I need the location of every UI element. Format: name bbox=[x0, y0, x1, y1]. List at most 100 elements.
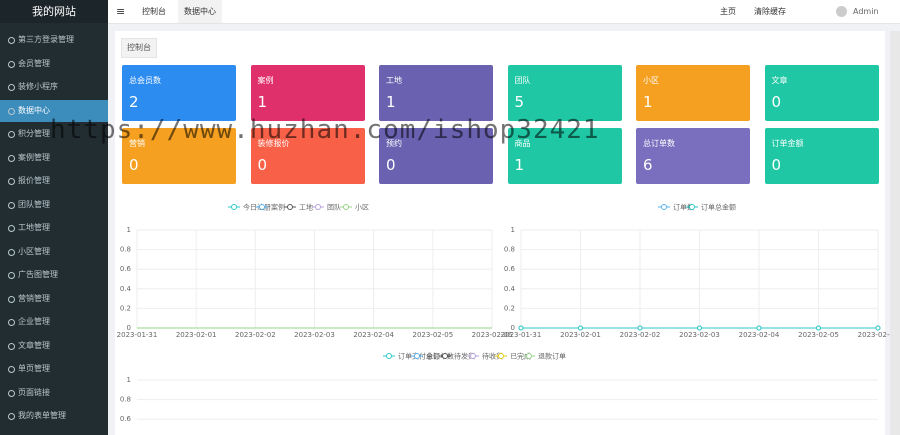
menu-item[interactable]: 工地管理 bbox=[0, 217, 108, 239]
legend-marker bbox=[231, 204, 237, 210]
card-value: 2 bbox=[129, 93, 139, 111]
menu-item[interactable]: 我的表单管理 bbox=[0, 405, 108, 427]
point bbox=[637, 325, 643, 331]
legend-marker bbox=[442, 353, 448, 359]
card-value: 1 bbox=[514, 156, 525, 174]
card-value: 5 bbox=[514, 93, 525, 111]
stat-card[interactable]: 总订单数 6 bbox=[636, 128, 750, 184]
nav-tab[interactable]: 控制台 bbox=[142, 7, 166, 16]
x-tick-label: 2023-02-02 bbox=[620, 331, 661, 339]
menu-item[interactable]: 案例管理 bbox=[0, 147, 108, 169]
stat-card[interactable]: 商品 1 bbox=[507, 128, 622, 184]
menu-item[interactable]: 页面链接 bbox=[0, 382, 108, 404]
x-tick-label: 2023-02-06 bbox=[472, 331, 513, 339]
menu-item[interactable]: 数据中心 bbox=[0, 99, 108, 122]
card-value: 1 bbox=[643, 93, 653, 111]
legend-label: 工地 bbox=[299, 203, 313, 212]
stat-card[interactable]: 装修报价 0 bbox=[250, 128, 365, 184]
top-action[interactable]: 主页 bbox=[720, 7, 736, 16]
x-tick-label: 2023-02-03 bbox=[294, 331, 335, 339]
legend-label: 订单总金额 bbox=[701, 203, 736, 212]
stat-card[interactable]: 工地 1 bbox=[379, 65, 493, 121]
stat-card[interactable]: 订单金额 0 bbox=[764, 128, 879, 184]
legend-marker bbox=[661, 204, 667, 210]
stat-card[interactable]: 预约 0 bbox=[379, 128, 493, 184]
menu-item[interactable]: 积分管理 bbox=[0, 123, 108, 145]
avatar[interactable] bbox=[836, 6, 847, 17]
legend-marker bbox=[414, 353, 420, 359]
menu-item[interactable]: 装修小程序 bbox=[0, 76, 108, 98]
menu-item[interactable]: 报价管理 bbox=[0, 170, 108, 192]
top-action[interactable]: 清除缓存 bbox=[754, 7, 786, 16]
card-value: 1 bbox=[386, 93, 396, 111]
card-label: 装修报价 bbox=[257, 139, 290, 148]
stat-card[interactable]: 案例 1 bbox=[250, 65, 365, 121]
user-name[interactable]: Admin bbox=[853, 7, 879, 16]
content-panel: 控制台 总会员数 2 案例 1 工地 1 团队 5 小区 1 文章 0 营销 0 装修报价 0 预约 0 商品 1 总订… bbox=[115, 31, 885, 435]
legend-label: 已完成 bbox=[510, 352, 531, 361]
legend-label: 待发货 bbox=[454, 352, 475, 361]
sidebar: 我的网站 第三方登录管理 会员管理 装修小程序 数据中心 积分管理 案例管理 报价管理 团队管… bbox=[0, 0, 108, 435]
legend-label: 退款订单 bbox=[538, 352, 566, 361]
card-value: 6 bbox=[643, 156, 653, 174]
card-label: 工地 bbox=[386, 76, 402, 85]
card-value: 0 bbox=[257, 156, 268, 174]
site-title: 我的网站 bbox=[0, 0, 108, 23]
menu-item[interactable]: 第三方登录管理 bbox=[0, 29, 108, 51]
menu-item[interactable]: 广告图管理 bbox=[0, 264, 108, 286]
menu-item[interactable]: 文章管理 bbox=[0, 335, 108, 357]
topbar: ≡ 控制台 数据中心 主页 清除缓存 Admin bbox=[108, 0, 900, 24]
x-tick-label: 2023-02-01 bbox=[560, 331, 601, 339]
card-label: 小区 bbox=[643, 76, 659, 85]
stat-card[interactable]: 小区 1 bbox=[636, 65, 750, 121]
stat-card[interactable]: 文章 0 bbox=[764, 65, 879, 121]
legend-marker bbox=[470, 353, 476, 359]
card-label: 文章 bbox=[771, 76, 788, 85]
y-tick-label: 0.4 bbox=[120, 285, 132, 293]
y-tick-label: 0.6 bbox=[120, 415, 132, 423]
legend-label: 小区 bbox=[355, 203, 369, 212]
page-tab[interactable]: 控制台 bbox=[121, 38, 157, 58]
menu-item[interactable]: 会员管理 bbox=[0, 53, 108, 75]
x-tick-label: 2023-02-03 bbox=[679, 331, 720, 339]
y-tick-label: 0 bbox=[511, 324, 515, 332]
x-tick-label: 2023-02-04 bbox=[353, 331, 394, 339]
point bbox=[697, 325, 702, 331]
y-tick-label: 0.6 bbox=[120, 265, 132, 273]
legend-marker bbox=[259, 204, 265, 210]
point bbox=[875, 325, 881, 331]
y-tick-label: 0.8 bbox=[120, 396, 131, 404]
legend-label: 案例 bbox=[271, 203, 285, 212]
y-tick-label: 0.6 bbox=[504, 265, 516, 273]
menu-item[interactable]: 团队管理 bbox=[0, 194, 108, 216]
x-tick-label: 2023-02-05 bbox=[412, 331, 453, 339]
point bbox=[578, 325, 583, 331]
y-tick-label: 0.4 bbox=[504, 285, 516, 293]
legend-label: 团队 bbox=[327, 203, 341, 212]
card-label: 总订单数 bbox=[643, 139, 675, 148]
nav-tab[interactable]: 数据中心 bbox=[178, 0, 222, 23]
menu-item[interactable]: 单页管理 bbox=[0, 358, 108, 380]
x-tick-label: 2023-02-04 bbox=[739, 331, 780, 339]
y-tick-label: 1 bbox=[127, 376, 131, 384]
menu-item[interactable]: 营销管理 bbox=[0, 288, 108, 310]
point bbox=[518, 325, 524, 331]
menu-toggle[interactable]: ≡ bbox=[116, 5, 126, 18]
legend-marker bbox=[386, 353, 392, 359]
y-tick-label: 1 bbox=[127, 226, 131, 234]
legend-label: 订单数 bbox=[673, 203, 694, 212]
stat-card[interactable]: 营销 0 bbox=[122, 128, 236, 184]
legend-marker bbox=[343, 204, 349, 210]
y-tick-label: 0.8 bbox=[504, 246, 515, 254]
y-tick-label: 0.2 bbox=[504, 304, 515, 312]
menu-item[interactable]: 小区管理 bbox=[0, 241, 108, 263]
x-tick-label: 2023-01-31 bbox=[117, 331, 158, 339]
stat-card[interactable]: 团队 5 bbox=[507, 65, 622, 121]
menu-item[interactable]: 企业管理 bbox=[0, 311, 108, 333]
card-label: 营销 bbox=[129, 139, 145, 148]
stat-card[interactable]: 总会员数 2 bbox=[122, 65, 236, 121]
y-tick-label: 0.2 bbox=[120, 304, 131, 312]
legend-marker bbox=[287, 204, 293, 210]
